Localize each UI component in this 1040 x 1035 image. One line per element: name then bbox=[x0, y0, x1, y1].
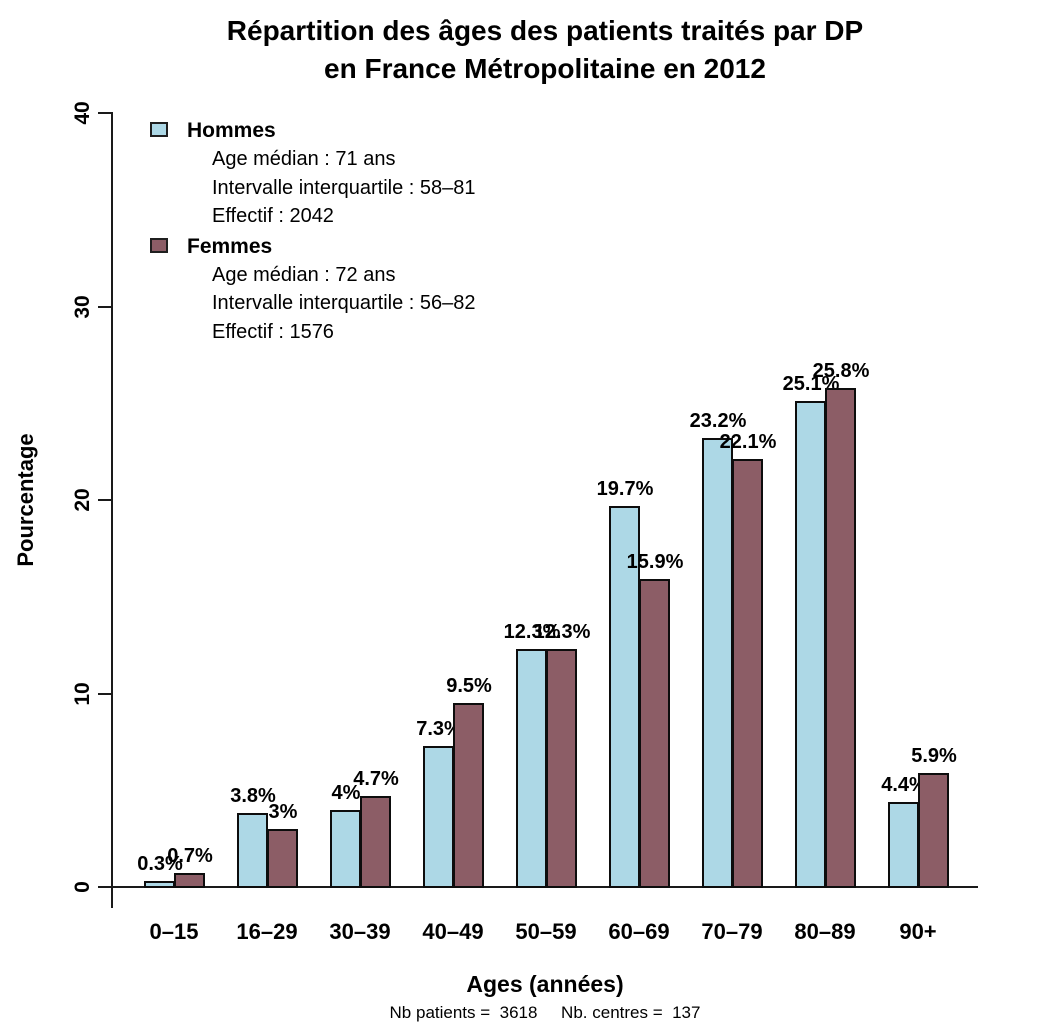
bar-femmes-0–15 bbox=[174, 873, 205, 888]
bar-value-label: 25.8% bbox=[812, 359, 870, 382]
bar-hommes-40–49 bbox=[423, 745, 454, 888]
bar-value-label: 4.7% bbox=[353, 768, 399, 791]
chart-title-line1: Répartition des âges des patients traité… bbox=[226, 15, 864, 46]
bar-value-label: 12.3% bbox=[533, 620, 591, 643]
bar-hommes-80–89 bbox=[795, 401, 826, 888]
legend-entry-hommes: Hommes Age médian : 71 ans Intervalle inte… bbox=[148, 116, 568, 231]
x-category-label: 90+ bbox=[899, 919, 937, 944]
x-category-label: 30–39 bbox=[329, 919, 391, 944]
y-tick bbox=[98, 692, 112, 695]
bar-value-label: 9.5% bbox=[446, 675, 492, 698]
bar-hommes-70–79 bbox=[702, 438, 733, 888]
x-category-label: 16–29 bbox=[236, 919, 298, 944]
legend-detail-line: Intervalle interquartile : 56–82 bbox=[212, 292, 476, 314]
bar-femmes-40–49 bbox=[453, 703, 484, 888]
legend-detail-line: Effectif : 1576 bbox=[212, 320, 334, 343]
y-tick-label: 40 bbox=[71, 101, 94, 125]
bar-value-label: 4% bbox=[331, 781, 361, 804]
bar-value-label: 3% bbox=[268, 800, 298, 823]
bar-hommes-30–39 bbox=[330, 809, 361, 888]
legend-series-name: Femmes bbox=[148, 232, 568, 261]
bar-hommes-50–59 bbox=[516, 648, 547, 888]
bar-value-label: 4.4% bbox=[881, 773, 927, 796]
y-tick bbox=[98, 886, 112, 888]
y-tick-label: 20 bbox=[71, 488, 94, 512]
bar-femmes-60–69 bbox=[639, 579, 670, 888]
legend-swatch-hommes bbox=[150, 122, 168, 137]
x-category-label: 70–79 bbox=[701, 919, 763, 944]
bar-value-label: 22.1% bbox=[719, 431, 777, 454]
bar-femmes-50–59 bbox=[546, 648, 577, 888]
legend-detail-line: Age médian : 71 ans bbox=[212, 148, 396, 170]
legend-detail-line: Intervalle interquartile : 58–81 bbox=[212, 176, 476, 199]
bar-hommes-16–29 bbox=[237, 813, 268, 888]
bar-femmes-80–89 bbox=[825, 387, 856, 888]
footer-note: Nb patients = 3618 Nb. centres = 137 bbox=[389, 1003, 701, 1022]
bar-value-label: 5.9% bbox=[911, 744, 957, 767]
y-tick bbox=[98, 112, 112, 114]
bar-femmes-70–79 bbox=[732, 459, 763, 888]
y-tick-label: 30 bbox=[71, 294, 94, 319]
bar-femmes-90+ bbox=[918, 772, 949, 888]
y-axis-line bbox=[111, 112, 113, 908]
bar-value-label: 23.2% bbox=[689, 410, 747, 433]
y-tick bbox=[98, 305, 112, 308]
bar-value-label: 12.3% bbox=[503, 620, 561, 643]
legend-series-name: Hommes bbox=[148, 116, 568, 145]
bar-value-label: 3.8% bbox=[230, 785, 276, 808]
bar-hommes-90+ bbox=[888, 801, 919, 888]
bar-hommes-0–15 bbox=[144, 881, 175, 888]
y-tick bbox=[98, 499, 112, 501]
y-tick-label: 0 bbox=[71, 881, 94, 893]
bar-femmes-30–39 bbox=[360, 796, 391, 888]
legend-detail-line: Effectif : 2042 bbox=[212, 205, 334, 227]
x-category-label: 0–15 bbox=[149, 919, 199, 944]
chart-title-line2: en France Métropolitaine en 2012 bbox=[324, 53, 766, 84]
bar-value-label: 19.7% bbox=[596, 477, 654, 500]
bar-femmes-16–29 bbox=[267, 828, 298, 888]
y-axis-title: Pourcentage bbox=[13, 433, 38, 567]
x-category-label: 40–49 bbox=[422, 919, 484, 944]
y-tick-label: 10 bbox=[71, 681, 94, 706]
x-category-label: 60–69 bbox=[608, 919, 670, 944]
x-category-label: 50–59 bbox=[515, 919, 577, 944]
bar-value-label: 0.7% bbox=[167, 845, 213, 868]
bar-value-label: 15.9% bbox=[626, 551, 684, 574]
chart-title: Répartition des âges des patients traité… bbox=[113, 12, 977, 88]
legend-detail-line: Age médian : 72 ans bbox=[212, 263, 396, 286]
x-axis-title: Ages (années) bbox=[466, 971, 624, 997]
legend: Hommes Age médian : 71 ans Intervalle inte… bbox=[148, 116, 568, 347]
legend-entry-femmes: Femmes Age médian : 72 ans Intervalle inte… bbox=[148, 232, 568, 347]
bar-value-label: 0.3% bbox=[137, 853, 183, 876]
legend-swatch-femmes bbox=[150, 237, 168, 253]
bar-value-label: 7.3% bbox=[416, 717, 462, 740]
x-category-label: 80–89 bbox=[794, 919, 856, 944]
